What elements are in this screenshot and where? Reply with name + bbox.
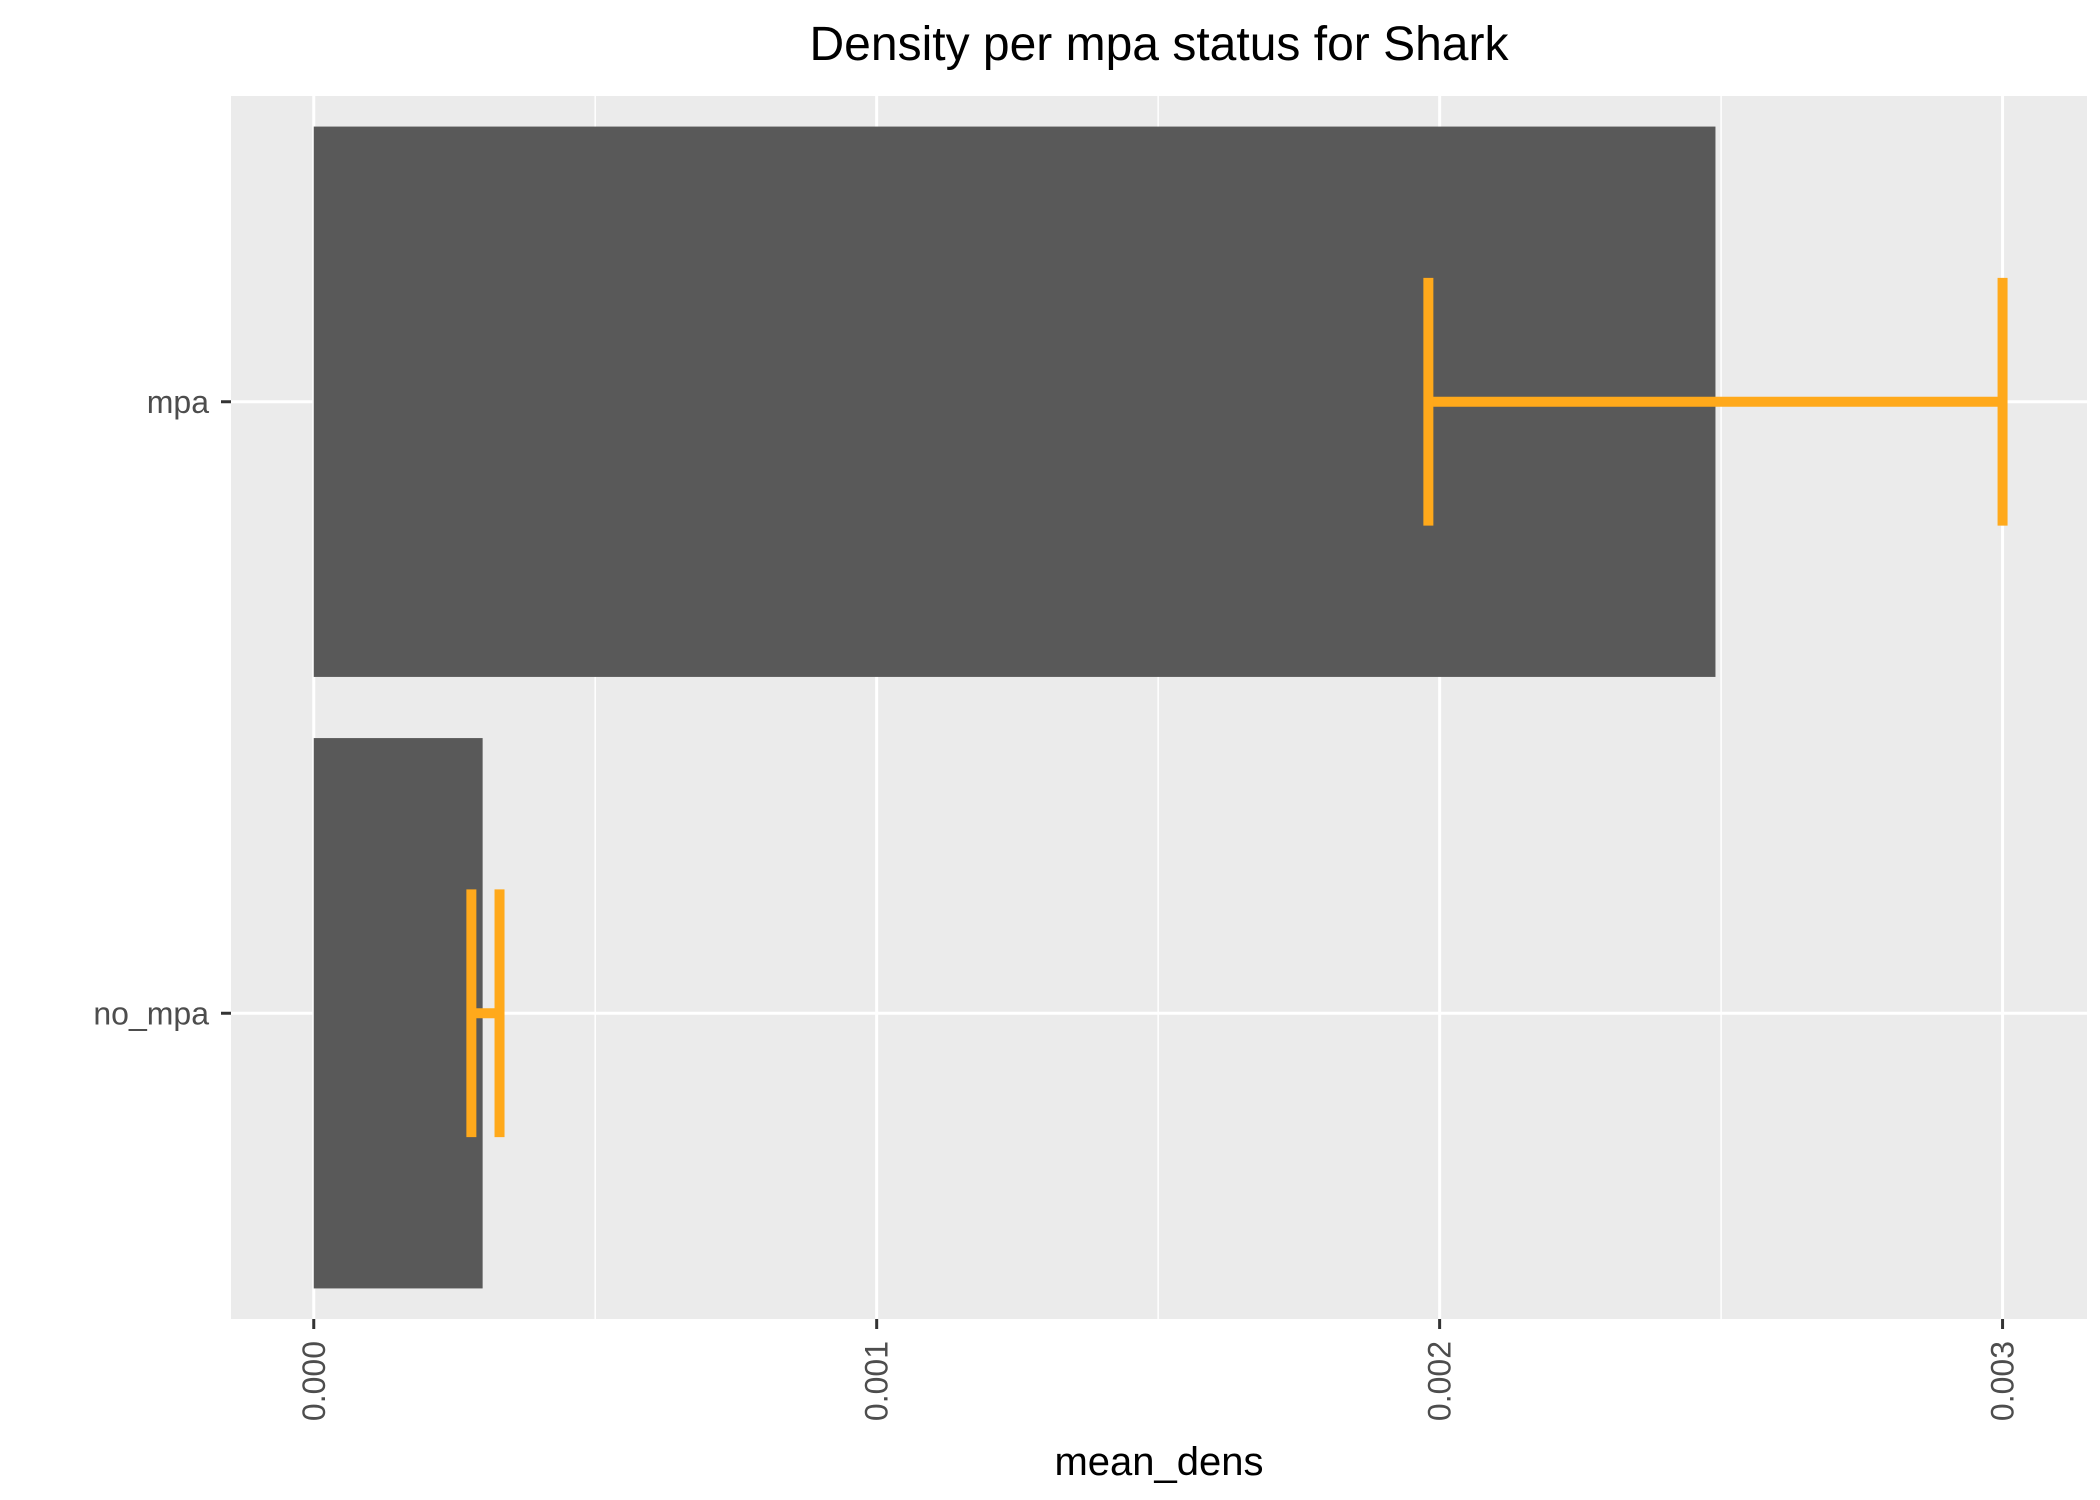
axes: mpa no_mpa 0.000 0.001 0.002 0.003 bbox=[93, 384, 2020, 1421]
x-tick-label: 0.000 bbox=[296, 1341, 332, 1421]
error-bar-no_mpa bbox=[466, 889, 505, 1138]
x-tick-label: 0.003 bbox=[1985, 1341, 2021, 1421]
x-tick-label: 0.001 bbox=[859, 1341, 895, 1421]
bar-no_mpa bbox=[313, 738, 483, 1289]
error-bars bbox=[466, 277, 2008, 1138]
x-axis-title: mean_dens bbox=[1054, 1440, 1263, 1484]
x-tick-label: 0.002 bbox=[1422, 1341, 1458, 1421]
y-tick-label: no_mpa bbox=[93, 995, 209, 1031]
chart-title: Density per mpa status for Shark bbox=[810, 18, 1510, 71]
error-bar-mpa bbox=[1423, 277, 2008, 526]
y-tick-label: mpa bbox=[147, 384, 209, 420]
